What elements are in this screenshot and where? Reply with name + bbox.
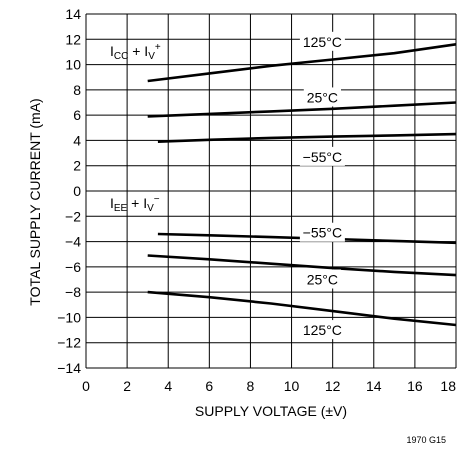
series-label: −55°C xyxy=(303,225,342,241)
series-line xyxy=(147,101,457,118)
series-label: −55°C xyxy=(303,149,342,165)
series-label-bg xyxy=(299,31,345,51)
y-tick-label: 10 xyxy=(65,57,81,73)
x-tick-label: 0 xyxy=(82,378,90,394)
y-tick-label: −6 xyxy=(65,259,81,275)
x-tick-label: 2 xyxy=(123,378,131,394)
series-label: 125°C xyxy=(303,322,342,338)
tick-labels: 0 2 4 6 8 10 12 14 16 18 −14 −12 −10 −8 −6 −4 −2 0 2 4 6 8 10 1… xyxy=(57,6,456,394)
annotations: 125°C 25°C −55°C −55°C 25°C 125°C xyxy=(299,31,345,340)
series-label: 25°C xyxy=(307,272,338,288)
y-tick-label: 8 xyxy=(73,82,81,98)
series-line xyxy=(147,254,457,277)
series-lines xyxy=(147,43,457,327)
y-tick-label: 0 xyxy=(73,183,81,199)
y-tick-label: 6 xyxy=(73,107,81,123)
series-label-bg xyxy=(303,87,341,107)
y-tick-label: −14 xyxy=(57,360,81,376)
x-tick-label: 8 xyxy=(247,378,255,394)
x-tick-label: 4 xyxy=(164,378,172,394)
x-tick-label: 12 xyxy=(325,378,341,394)
y-tick-label: 4 xyxy=(73,132,81,148)
icc-group-label: ICC + IV+ xyxy=(110,42,161,62)
x-tick-label: 10 xyxy=(284,378,300,394)
y-tick-label: 2 xyxy=(73,158,81,174)
series-label-bg xyxy=(299,320,345,340)
series-label-bg xyxy=(299,146,345,166)
series-label-bg xyxy=(299,222,345,242)
x-tick-label: 6 xyxy=(205,378,213,394)
y-tick-label: −2 xyxy=(65,208,81,224)
x-axis-label: SUPPLY VOLTAGE (±V) xyxy=(195,403,347,419)
series-label-bg xyxy=(303,269,341,289)
series-line xyxy=(157,132,457,143)
x-tick-label: 14 xyxy=(366,378,382,394)
y-tick-label: 14 xyxy=(65,6,81,22)
y-tick-label: −12 xyxy=(57,335,81,351)
x-tick-label: 16 xyxy=(407,378,423,394)
series-label: 125°C xyxy=(303,34,342,50)
y-tick-label: 12 xyxy=(65,31,81,47)
iee-group-label: IEE + IV− xyxy=(110,194,160,214)
y-tick-label: −10 xyxy=(57,309,81,325)
series-label: 25°C xyxy=(307,89,338,105)
grid xyxy=(85,13,457,369)
y-tick-label: −8 xyxy=(65,284,81,300)
y-tick-label: −4 xyxy=(65,234,81,250)
series-line xyxy=(147,43,457,83)
figure-code: 1970 G15 xyxy=(406,435,446,445)
series-line xyxy=(147,290,457,327)
y-axis-label: TOTAL SUPPLY CURRENT (mA) xyxy=(27,98,43,305)
x-tick-label: 18 xyxy=(440,378,456,394)
